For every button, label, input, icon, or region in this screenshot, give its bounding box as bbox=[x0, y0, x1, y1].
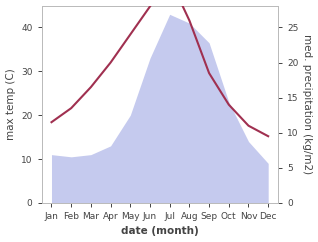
Y-axis label: max temp (C): max temp (C) bbox=[5, 68, 16, 140]
X-axis label: date (month): date (month) bbox=[121, 227, 199, 236]
Y-axis label: med. precipitation (kg/m2): med. precipitation (kg/m2) bbox=[302, 34, 313, 174]
